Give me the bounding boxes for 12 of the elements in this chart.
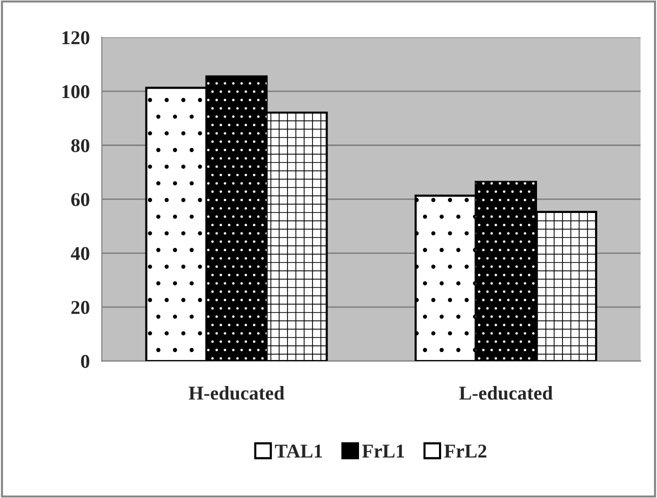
x-tick-label: H-educated — [188, 386, 284, 400]
y-tick-label: 40 — [70, 246, 90, 260]
y-tick-label: 80 — [71, 139, 90, 152]
y-tick-label: 100 — [62, 85, 90, 98]
y-tick-label: 0 — [81, 354, 90, 368]
y-tick-label: 120 — [62, 31, 90, 44]
y-tick-label: 20 — [71, 300, 90, 314]
x-tick-label: L-educated — [459, 386, 553, 400]
legend-label: FrL1 — [362, 444, 404, 458]
legend-label: FrL2 — [444, 444, 486, 458]
legend-label: TAL1 — [275, 444, 322, 458]
y-tick-label: 60 — [71, 193, 90, 206]
